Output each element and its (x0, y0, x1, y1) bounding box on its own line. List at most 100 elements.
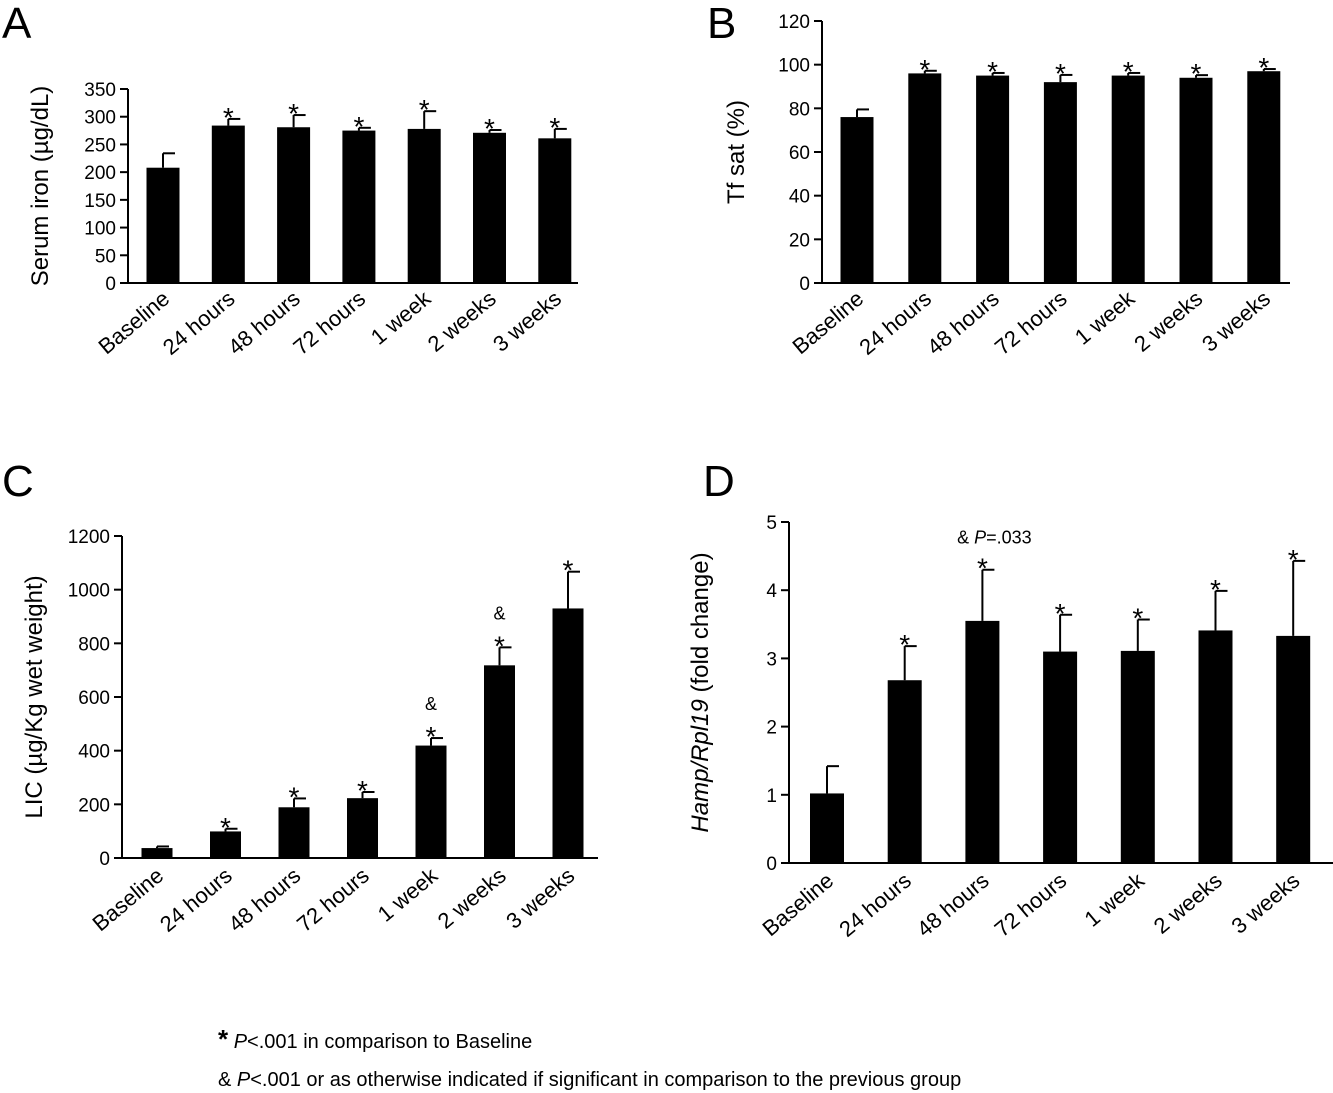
significance-star-b: * (1191, 58, 1202, 89)
bar-a (407, 128, 441, 283)
bar-c (141, 848, 173, 858)
y-tick-label-d: 2 (766, 718, 777, 739)
category-label-c: 2 weeks (433, 863, 511, 934)
significance-amp-c: & (425, 694, 437, 714)
bar-d (965, 620, 1000, 863)
significance-star-c: * (220, 812, 231, 843)
significance-star-c: * (563, 555, 574, 586)
y-tick-label-c: 1200 (68, 527, 110, 548)
category-label-a: 3 weeks (488, 286, 566, 357)
y-tick-label-b: 40 (789, 187, 810, 208)
bar-b (1179, 77, 1213, 284)
category-label-a: Baseline (93, 286, 174, 359)
panel-letter-d: D (703, 457, 735, 506)
bar-a (538, 138, 572, 283)
significance-star-d: * (1210, 574, 1221, 605)
significance-amp-c: & (493, 603, 505, 623)
bar-b (1043, 82, 1077, 283)
bar-c (484, 665, 515, 858)
category-label-c: Baseline (87, 863, 168, 936)
bar-c (278, 807, 310, 858)
footnote-star-p: P (233, 1031, 248, 1053)
significance-star-b: * (1123, 56, 1134, 87)
bar-c (552, 608, 584, 858)
category-label-c: 72 hours (292, 863, 374, 937)
y-tick-label-b: 100 (778, 56, 810, 77)
significance-star-a: * (353, 111, 364, 142)
category-label-d: 3 weeks (1227, 868, 1305, 939)
significance-star-a: * (549, 112, 560, 143)
footnote-star: * P<.001 in comparison to Baseline (218, 1024, 532, 1055)
footnote-star-symbol: * (218, 1024, 229, 1054)
panel-letter-a: A (2, 0, 32, 48)
significance-star-c: * (289, 781, 300, 812)
bar-d (1120, 650, 1155, 863)
significance-star-b: * (1258, 52, 1269, 83)
bar-c (415, 745, 447, 858)
bar-d (1198, 630, 1233, 863)
bar-b (840, 117, 874, 283)
panel-d: D 0 1 2 3 4 5 Hamp/Rpl19 (fold change) Baseline *… (687, 457, 1333, 942)
y-tick-label-b: 60 (789, 143, 810, 164)
category-label-d: Baseline (757, 868, 838, 941)
significance-star-b: * (919, 54, 930, 85)
category-label-c: 24 hours (155, 863, 237, 937)
significance-star-d: * (977, 553, 988, 584)
y-tick-label-d: 0 (766, 854, 777, 875)
y-tick-label-c: 600 (78, 688, 110, 709)
significance-star-d: * (1288, 544, 1299, 575)
footnote-amp-p: P (236, 1069, 251, 1091)
category-label-a: 72 hours (288, 286, 370, 360)
y-tick-label-d: 3 (766, 649, 777, 670)
category-label-b: 24 hours (854, 286, 936, 360)
panel-b: B 0 20 40 60 80 100 120 Tf sat (%) Baseline * 24 ho… (707, 0, 1290, 360)
y-tick-label-a: 150 (84, 191, 116, 212)
significance-star-c: * (357, 775, 368, 806)
footnote-amp: & P<.001 or as otherwise indicated if si… (218, 1069, 961, 1092)
category-label-c: 3 weeks (501, 863, 579, 934)
category-label-b: 72 hours (990, 286, 1072, 360)
y-axis-label-d: Hamp/Rpl19 (fold change) (687, 552, 714, 832)
y-tick-label-a: 300 (84, 108, 116, 129)
y-tick-label-a: 350 (84, 80, 116, 101)
annotation-p: P (974, 528, 986, 548)
significance-star-c: * (494, 630, 505, 661)
bar-b (908, 73, 942, 284)
y-axis-label-b: Tf sat (%) (723, 100, 750, 204)
footnote-amp-symbol: & (218, 1069, 232, 1091)
bar-a (146, 167, 180, 283)
bar-c (210, 831, 241, 858)
significance-star-a: * (223, 102, 234, 133)
category-label-c: 48 hours (224, 863, 306, 937)
significance-star-b: * (987, 56, 998, 87)
footnote-amp-text: <.001 or as otherwise indicated if signi… (250, 1069, 962, 1091)
bar-b (1247, 71, 1281, 283)
y-tick-label-c: 1000 (68, 581, 110, 602)
annotation-prefix: & (957, 528, 974, 548)
category-label-a: 48 hours (223, 286, 305, 360)
footnote-star-text: <.001 in comparison to Baseline (247, 1031, 533, 1053)
y-tick-label-a: 100 (84, 219, 116, 240)
panel-letter-b: B (707, 0, 736, 48)
bar-d (1043, 651, 1078, 863)
bar-a (473, 132, 506, 283)
category-label-c: 1 week (373, 862, 443, 927)
category-label-a: 2 weeks (423, 286, 501, 357)
significance-star-a: * (419, 94, 430, 125)
panel-c: C 0 200 400 600 800 1000 1200 LIC (µg/Kg wet wei… (2, 457, 598, 937)
category-label-d: 1 week (1080, 867, 1150, 932)
y-axis-label-c: LIC (µg/Kg wet weight) (21, 575, 48, 818)
bar-d (810, 793, 844, 863)
annotation-p-value-d: & P=.033 (957, 528, 1032, 548)
category-label-b: 48 hours (922, 286, 1004, 360)
bar-c (347, 798, 378, 858)
category-label-d: 24 hours (834, 868, 916, 942)
y-tick-label-d: 5 (766, 513, 777, 534)
category-label-b: 1 week (1070, 285, 1140, 350)
significance-star-b: * (1055, 58, 1066, 89)
significance-star-d: * (899, 629, 910, 660)
category-label-d: 2 weeks (1149, 868, 1227, 939)
y-tick-label-a: 250 (84, 135, 116, 156)
bar-a (277, 127, 311, 283)
significance-star-a: * (484, 113, 495, 144)
